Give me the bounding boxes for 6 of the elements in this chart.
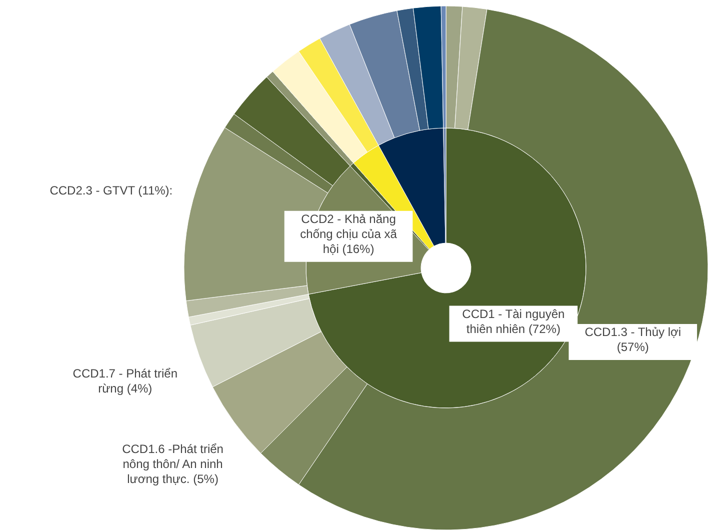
data-label: CCD2.3 - GTVT (11%): — [50, 184, 173, 198]
data-label: CCD1 - Tài nguyên thiên nhiên (72%) — [462, 306, 565, 336]
data-label: CCD1.7 - Phát triển rừng (4%) — [72, 366, 178, 396]
data-label: CCD2 - Khả năng chống chịu của xã hội (16%) — [300, 212, 398, 256]
data-label: CCD1.3 - Thủy lợi (57%) — [584, 324, 682, 354]
data-label: CCD1.6 -Phát triển nông thôn/ An ninh lương thực. (5%) — [122, 442, 224, 486]
